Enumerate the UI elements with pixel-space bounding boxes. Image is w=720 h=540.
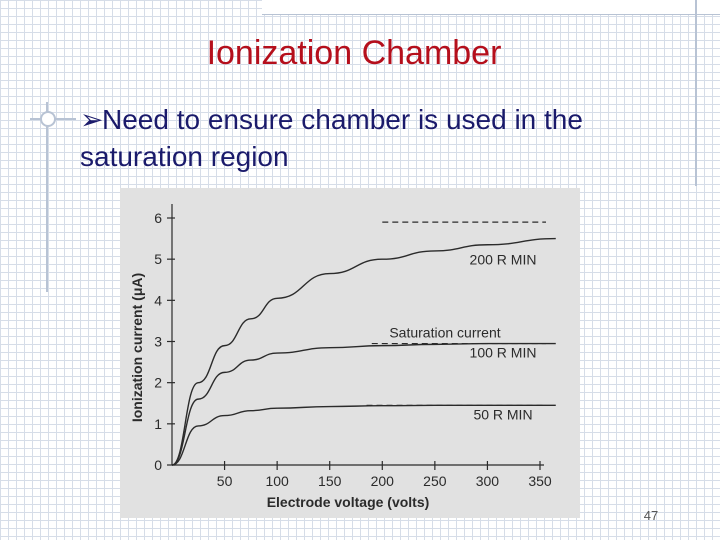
- y-tick-label: 4: [154, 292, 162, 308]
- y-axis-label: Ionization current (μA): [129, 273, 145, 422]
- saturation-annotation: Saturation current: [389, 324, 500, 340]
- x-tick-label: 350: [528, 473, 552, 489]
- page-number: 47: [643, 508, 659, 523]
- x-tick-label: 300: [476, 473, 500, 489]
- bullet-point: ➢Need to ensure chamber is used in the s…: [80, 101, 680, 175]
- y-tick-label: 3: [154, 334, 162, 350]
- top-decoration-band: [262, 0, 720, 15]
- series-label-1: 200 R MIN: [470, 252, 537, 268]
- series-line-1: [171, 237, 556, 466]
- series-line-3: [171, 404, 556, 466]
- chart-figure: 0 1 2 3 4 5 6 50 100 150 200 250 300 350 Electrode vol…: [120, 188, 580, 518]
- right-decoration-line: [695, 0, 697, 186]
- x-tick-label: 50: [217, 473, 233, 489]
- decoration-circle: [40, 111, 56, 127]
- y-tick-label: 6: [154, 210, 162, 226]
- slide-title: Ionization Chamber: [206, 34, 502, 72]
- ionization-chart: 0 1 2 3 4 5 6 50 100 150 200 250 300 350 Electrode vol…: [129, 204, 556, 510]
- series-line-2: [171, 342, 556, 466]
- y-tick-label: 2: [154, 375, 162, 391]
- x-tick-label: 150: [318, 473, 342, 489]
- arrow-bullet-icon: ➢: [80, 104, 104, 135]
- series-label-2: 100 R MIN: [470, 345, 537, 361]
- x-tick-label: 200: [371, 473, 395, 489]
- y-tick-label: 0: [154, 457, 162, 473]
- bullet-text: Need to ensure chamber is used in the sa…: [80, 104, 583, 172]
- x-tick-label: 100: [265, 473, 289, 489]
- y-tick-label: 1: [154, 416, 162, 432]
- series-label-3: 50 R MIN: [473, 406, 532, 422]
- x-axis-label: Electrode voltage (volts): [267, 494, 430, 510]
- left-decoration-line: [46, 102, 48, 292]
- x-tick-label: 250: [423, 473, 447, 489]
- y-tick-label: 5: [154, 251, 162, 267]
